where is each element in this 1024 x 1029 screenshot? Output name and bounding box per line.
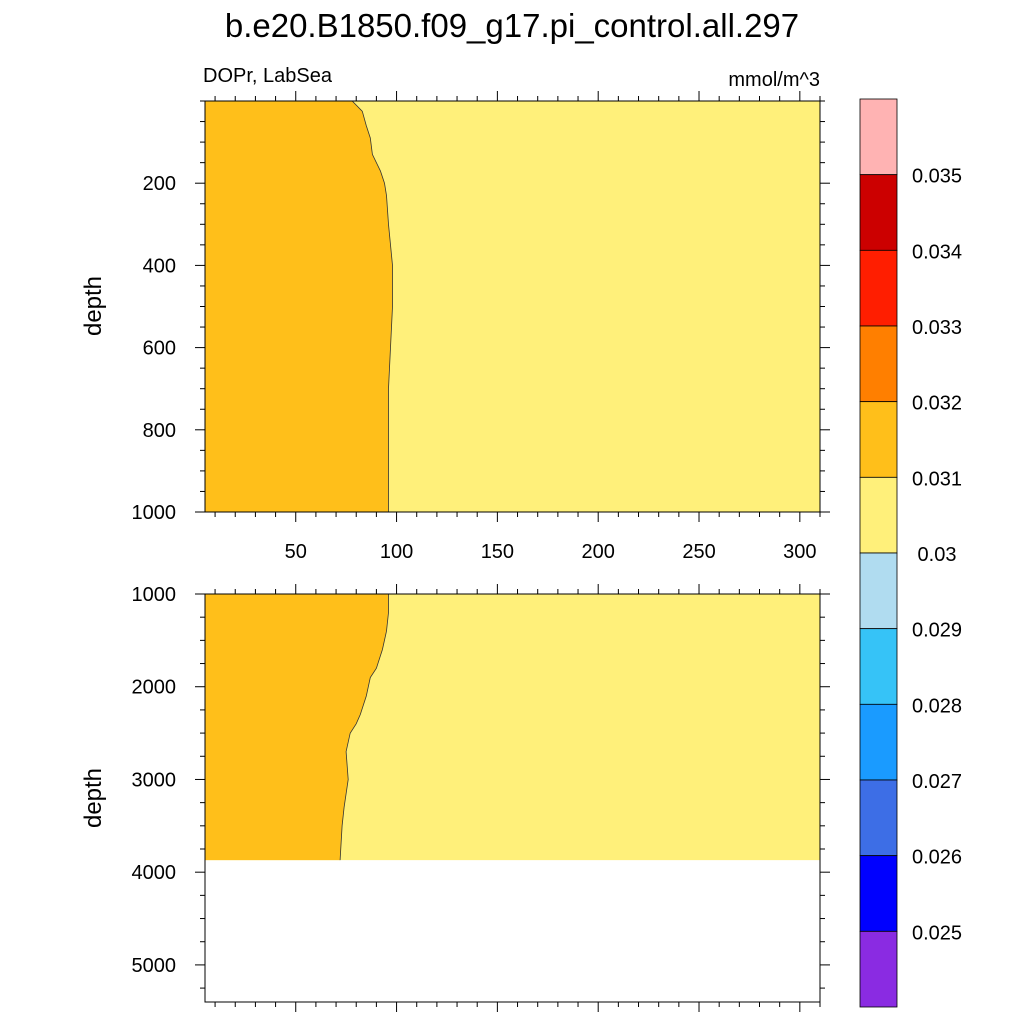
colorbar-swatch [859, 249, 898, 327]
plot-frame [204, 593, 821, 1003]
x-tick-label: 300 [783, 541, 816, 563]
colorbar-swatch [859, 401, 898, 478]
colorbar-swatch [859, 325, 898, 403]
y-tick-label: 1000 [132, 584, 177, 606]
x-tick-label: 250 [682, 541, 715, 563]
colorbar-label: 0.028 [912, 695, 962, 717]
bottom-panel: 1000 2000 3000 4000 5000 depth [80, 584, 830, 1012]
x-tick-label: 150 [481, 541, 514, 563]
colorbar-label: 0.035 [912, 166, 962, 188]
top-panel: 50 100 150 200 250 300 200 400 600 800 1000 depth [80, 91, 830, 563]
colorbar-label: 0.029 [912, 620, 962, 642]
colorbar-label: 0.032 [912, 393, 962, 415]
field-region-0.031-0.032 [205, 101, 393, 512]
y-tick-label: 200 [143, 173, 176, 195]
y-tick-label: 400 [143, 255, 176, 277]
variable-region-label: DOPr, LabSea [203, 65, 333, 87]
colorbar-swatch [859, 703, 898, 781]
contour-line-0.031 [351, 100, 393, 512]
colorbar: 0.025 0.026 0.027 0.028 0.029 0.03 0.031 0.032 0… [859, 98, 962, 1008]
x-tick-label: 50 [285, 541, 307, 563]
x-tick-label: 200 [582, 541, 615, 563]
contour-line-0.031 [339, 594, 389, 861]
colorbar-swatch [859, 628, 898, 705]
colorbar-swatch [859, 855, 898, 932]
x-tick-label: 100 [380, 541, 413, 563]
colorbar-label: 0.034 [912, 241, 962, 263]
colorbar-label: 0.033 [912, 317, 962, 339]
colorbar-label: 0.03 [918, 544, 957, 566]
y-tick-label: 800 [143, 420, 176, 442]
colorbar-swatch [859, 98, 898, 176]
colorbar-label: 0.027 [912, 771, 962, 793]
y-tick-label: 600 [143, 338, 176, 360]
y-tick-label: 4000 [132, 862, 177, 884]
y-axis-label: depth [80, 276, 107, 336]
y-tick-label: 3000 [132, 769, 177, 791]
y-tick-label: 5000 [132, 955, 177, 977]
colorbar-label: 0.031 [912, 468, 962, 490]
y-tick-label: 1000 [132, 502, 177, 524]
colorbar-swatch [859, 779, 898, 857]
colorbar-swatch [859, 930, 898, 1008]
y-axis-label: depth [80, 768, 107, 828]
y-tick-label: 2000 [132, 677, 177, 699]
colorbar-label: 0.025 [912, 922, 962, 944]
colorbar-swatch [859, 174, 898, 251]
colorbar-swatch [859, 476, 898, 554]
units-label: mmol/m^3 [728, 69, 820, 91]
field-region-0.031-0.032 [205, 594, 389, 861]
chart-title: b.e20.B1850.f09_g17.pi_control.all.297 [225, 7, 799, 44]
colorbar-label: 0.026 [912, 847, 962, 869]
colorbar-swatch [859, 552, 898, 630]
